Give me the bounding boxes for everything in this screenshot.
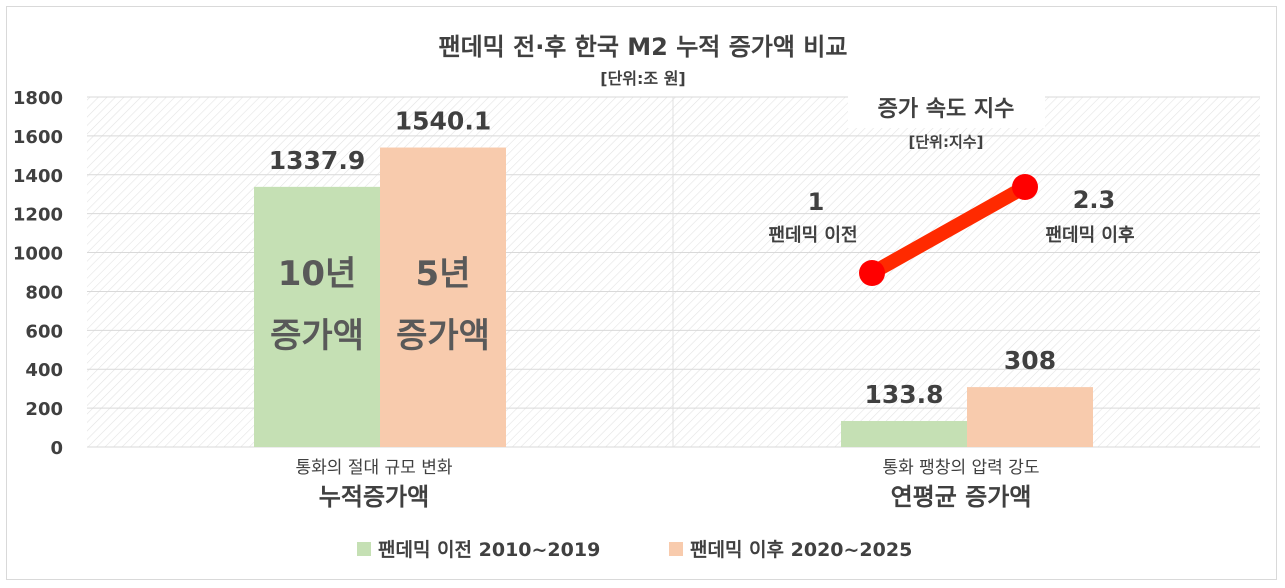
bar-data-labels: 1337.9 133.8 1540.1 308 bbox=[269, 107, 1056, 409]
speed-value-before: 1 bbox=[808, 188, 825, 216]
y-tick-label: 0 bbox=[50, 438, 63, 459]
inset-subtitle: [단위:지수] bbox=[909, 133, 984, 151]
y-tick-label: 1800 bbox=[13, 88, 63, 109]
x-category-sublabel: 통화의 절대 규모 변화 bbox=[296, 458, 453, 478]
bar-before bbox=[841, 420, 967, 447]
speed-point-before bbox=[859, 260, 885, 286]
chart-subtitle: [단위:조 원] bbox=[600, 69, 685, 88]
legend: 팬데믹 이전 2010~2019 팬데믹 이후 2020~2025 bbox=[357, 539, 912, 561]
bar-data-label: 308 bbox=[1004, 346, 1056, 375]
y-tick-label: 600 bbox=[25, 321, 63, 342]
speed-value-after: 2.3 bbox=[1073, 186, 1116, 214]
bar-data-label: 1540.1 bbox=[395, 107, 491, 136]
inset-title-box bbox=[848, 88, 1045, 128]
inset-title: 증가 속도 지수 bbox=[878, 97, 1015, 122]
x-category-label: 누적증가액 bbox=[319, 483, 429, 511]
bar-data-label: 133.8 bbox=[864, 380, 943, 409]
x-category-sublabel: 통화 팽창의 압력 강도 bbox=[883, 458, 1040, 478]
bar-data-label: 1337.9 bbox=[269, 146, 365, 175]
chart-title: 팬데믹 전·후 한국 M2 누적 증가액 비교 bbox=[439, 33, 848, 61]
y-tick-label: 200 bbox=[25, 399, 63, 420]
y-tick-label: 1600 bbox=[13, 127, 63, 148]
legend-label-before: 팬데믹 이전 2010~2019 bbox=[378, 539, 600, 561]
chart-frame bbox=[6, 6, 1277, 580]
y-tick-label: 1200 bbox=[13, 205, 63, 226]
bar-annotation-text: 10년 bbox=[278, 254, 357, 294]
speed-index-inset: 증가 속도 지수 [단위:지수] 1 팬데믹 이전 2.3 팬데믹 이후 bbox=[768, 88, 1135, 286]
bar-annotation-text: 증가액 bbox=[270, 316, 364, 356]
y-tick-label: 1000 bbox=[13, 244, 63, 265]
y-tick-label: 1400 bbox=[13, 166, 63, 187]
bar-annotation-text: 증가액 bbox=[396, 316, 490, 356]
y-tick-label: 400 bbox=[25, 360, 63, 381]
y-axis: 0 200 400 600 800 1000 1200 1400 1600 1800 bbox=[13, 88, 63, 459]
speed-label-after: 팬데믹 이후 bbox=[1045, 225, 1134, 246]
bar-after bbox=[380, 147, 506, 447]
bar-annotation-text: 5년 bbox=[416, 254, 471, 294]
speed-index-line bbox=[865, 180, 1032, 280]
speed-label-before: 팬데믹 이전 bbox=[768, 225, 857, 246]
speed-point-after bbox=[1012, 174, 1038, 200]
legend-label-after: 팬데믹 이후 2020~2025 bbox=[690, 539, 912, 561]
bar-series bbox=[254, 147, 1093, 447]
x-category-label: 연평균 증가액 bbox=[891, 483, 1032, 511]
y-tick-label: 800 bbox=[25, 282, 63, 303]
legend-swatch-after bbox=[669, 542, 683, 556]
bar-before bbox=[254, 186, 380, 447]
legend-swatch-before bbox=[357, 542, 371, 556]
bar-after bbox=[967, 387, 1093, 447]
